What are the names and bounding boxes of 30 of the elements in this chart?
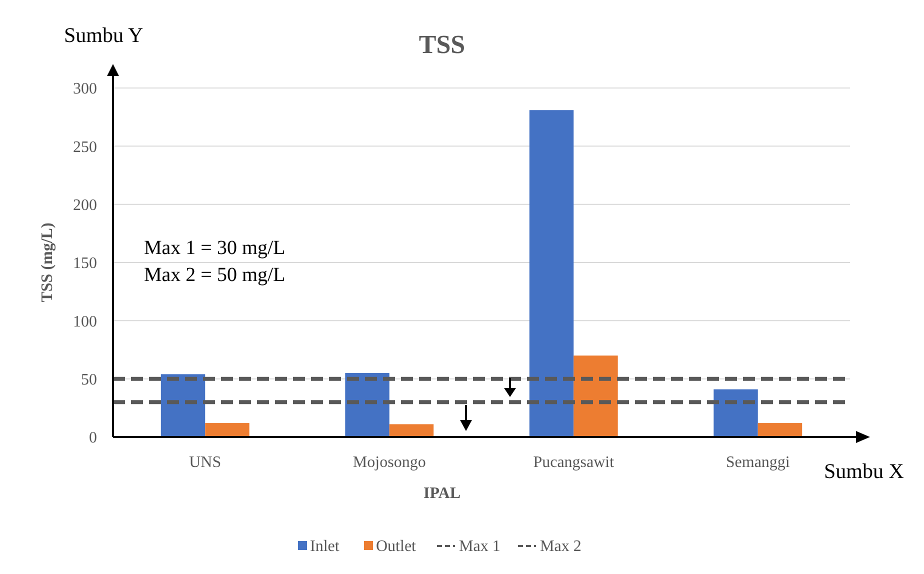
bar <box>714 389 758 437</box>
legend-label: Inlet <box>310 538 340 555</box>
bar <box>758 423 802 437</box>
y-tick-label: 50 <box>81 371 97 388</box>
x-tick-label: Mojosongo <box>352 454 426 471</box>
legend-label: Max 1 <box>459 538 500 555</box>
annotation: Max 1 = 30 mg/L <box>144 237 286 259</box>
x-axis-title: IPAL <box>423 485 461 502</box>
x-tick-label: Semanggi <box>726 454 790 471</box>
y-tick-label: 100 <box>73 313 97 330</box>
bar <box>160 374 206 437</box>
x-tick-label: UNS <box>189 454 222 471</box>
bar <box>205 423 250 437</box>
text: Sumbu X <box>824 459 904 483</box>
legend-label: Outlet <box>376 538 417 555</box>
y-tick-label: 300 <box>73 80 97 98</box>
text: Sumbu Y <box>64 23 144 47</box>
bar <box>529 110 574 437</box>
bar <box>345 373 390 437</box>
chart-title: TSS <box>418 30 466 59</box>
bar <box>574 356 618 437</box>
legend-label: Max 2 <box>540 538 582 555</box>
y-axis-title: TSS (mg/L) <box>39 222 56 302</box>
y-tick-label: 0 <box>89 430 97 447</box>
y-tick-label: 250 <box>73 138 97 156</box>
y-tick-label: 200 <box>73 196 97 214</box>
x-tick-label: Pucangsawit <box>533 454 615 471</box>
annotation: Max 2 = 50 mg/L <box>144 264 286 286</box>
y-tick-label: 150 <box>73 255 97 272</box>
bar <box>389 424 434 437</box>
